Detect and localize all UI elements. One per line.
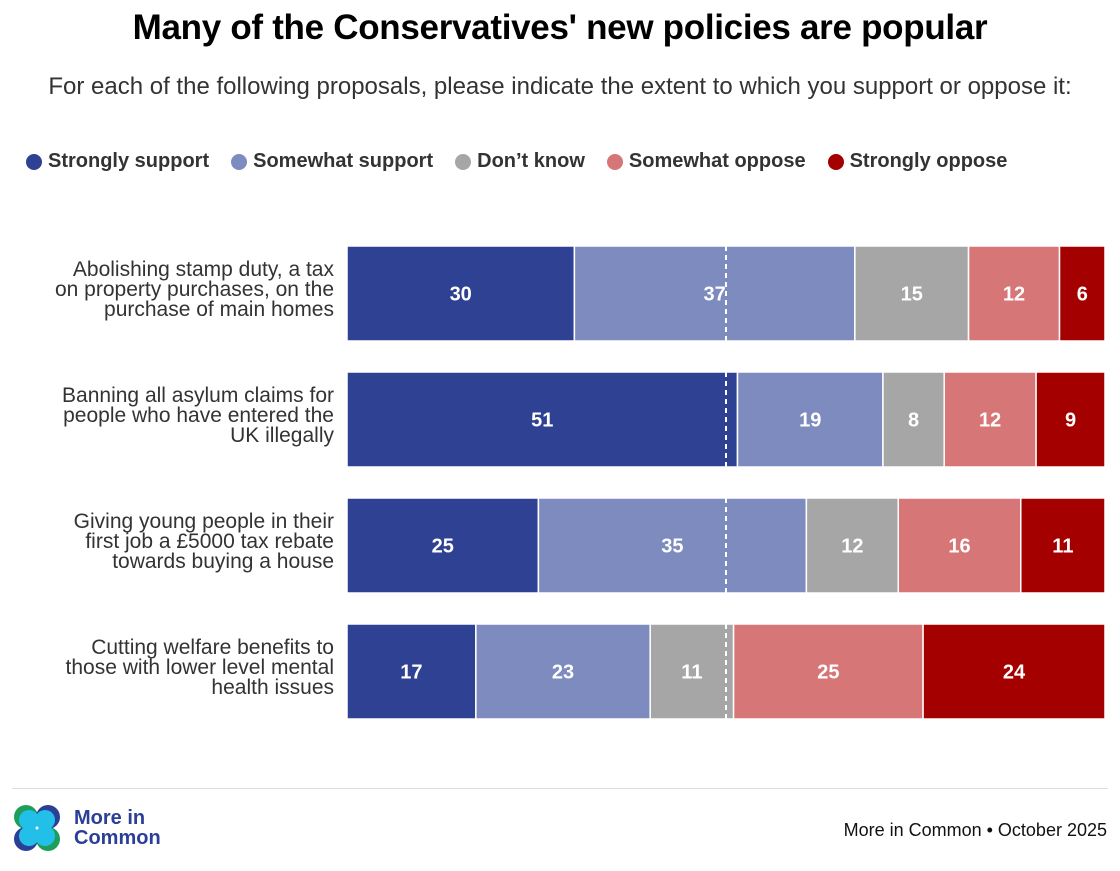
logo-text-line: Common bbox=[74, 827, 161, 849]
data-label: 35 bbox=[661, 536, 683, 558]
legend: Strongly support Somewhat support Don’t … bbox=[26, 150, 1029, 173]
legend-swatch bbox=[231, 153, 248, 170]
data-label: 25 bbox=[432, 536, 454, 558]
legend-label: Somewhat support bbox=[253, 150, 434, 172]
logo-icon bbox=[14, 805, 60, 851]
category-label-line: purchase of main homes bbox=[104, 298, 334, 321]
bar-segment bbox=[967, 245, 1061, 342]
legend-swatch bbox=[606, 153, 623, 170]
bar-segment bbox=[805, 497, 900, 594]
legend-item-strongly-oppose: Strongly oppose bbox=[827, 150, 1008, 173]
logo-text-line: More in bbox=[74, 807, 146, 829]
category-label: Abolishing stamp duty, a tax on property… bbox=[4, 258, 334, 321]
bar-segment bbox=[1020, 497, 1106, 594]
legend-label: Strongly oppose bbox=[849, 150, 1008, 172]
category-label-line: people who have entered the bbox=[63, 404, 334, 427]
legend-item-strongly-support: Strongly support bbox=[26, 150, 209, 173]
bar-segment bbox=[1035, 371, 1106, 468]
data-label: 37 bbox=[704, 284, 726, 306]
bar-segment bbox=[732, 623, 924, 720]
legend-label: Don’t know bbox=[477, 150, 585, 172]
bar-segment bbox=[1058, 245, 1106, 342]
category-label-line: Cutting welfare benefits to bbox=[91, 636, 334, 659]
data-label: 11 bbox=[1052, 536, 1073, 558]
more-in-common-logo: More in Common bbox=[12, 803, 161, 853]
data-label: 12 bbox=[1003, 284, 1025, 306]
legend-item-somewhat-support: Somewhat support bbox=[231, 150, 433, 173]
data-label: 8 bbox=[908, 410, 919, 432]
bar-segment bbox=[346, 245, 576, 342]
category-label: Banning all asylum claims for people who… bbox=[4, 384, 334, 447]
data-label: 16 bbox=[948, 536, 970, 558]
category-label-line: Giving young people in their bbox=[73, 510, 334, 533]
data-label: 9 bbox=[1065, 410, 1076, 432]
chart-subtitle: For each of the following proposals, ple… bbox=[48, 73, 1072, 100]
bar-segment bbox=[943, 371, 1037, 468]
bar-segment bbox=[346, 497, 540, 594]
legend-swatch bbox=[827, 153, 844, 170]
legend-label: Somewhat oppose bbox=[628, 150, 806, 172]
data-label: 17 bbox=[400, 662, 422, 684]
legend-swatch bbox=[455, 153, 472, 170]
data-label: 11 bbox=[681, 662, 702, 684]
data-label: 23 bbox=[552, 662, 574, 684]
category-label: Cutting welfare benefits to those with l… bbox=[4, 636, 334, 699]
source-note: More in Common • October 2025 bbox=[843, 820, 1107, 840]
bar-segment bbox=[922, 623, 1106, 720]
bar-segment bbox=[537, 497, 808, 594]
data-label: 12 bbox=[979, 410, 1001, 432]
data-label: 51 bbox=[531, 410, 553, 432]
data-label: 24 bbox=[1003, 662, 1026, 684]
category-label-line: Abolishing stamp duty, a tax bbox=[72, 258, 334, 281]
legend-swatch bbox=[26, 153, 42, 170]
category-label: Giving young people in their first job a… bbox=[4, 510, 334, 573]
legend-label: Strongly support bbox=[48, 150, 210, 172]
category-label-line: towards buying a house bbox=[112, 550, 334, 573]
bar-segment bbox=[475, 623, 651, 720]
category-label-line: Banning all asylum claims for bbox=[62, 384, 334, 407]
bar-segment bbox=[346, 623, 477, 720]
bar-segment bbox=[649, 623, 735, 720]
footer-divider bbox=[12, 788, 1108, 789]
data-label: 30 bbox=[450, 284, 472, 306]
data-label: 15 bbox=[901, 284, 923, 306]
legend-item-dont-know: Don’t know bbox=[455, 150, 585, 173]
data-label: 6 bbox=[1077, 284, 1088, 306]
category-label-line: health issues bbox=[211, 676, 334, 699]
data-label: 25 bbox=[817, 662, 839, 684]
data-label: 19 bbox=[799, 410, 821, 432]
data-label: 12 bbox=[841, 536, 863, 558]
logo-text: More in Common bbox=[74, 808, 161, 848]
chart-title: Many of the Conservatives' new policies … bbox=[132, 8, 988, 47]
category-label-line: UK illegally bbox=[230, 424, 334, 447]
category-label-line: first job a £5000 tax rebate bbox=[85, 530, 334, 553]
legend-item-somewhat-oppose: Somewhat oppose bbox=[606, 150, 806, 173]
bar-segment bbox=[854, 245, 970, 342]
category-label-line: on property purchases, on the bbox=[54, 278, 334, 301]
category-label-line: those with lower level mental bbox=[65, 656, 334, 679]
